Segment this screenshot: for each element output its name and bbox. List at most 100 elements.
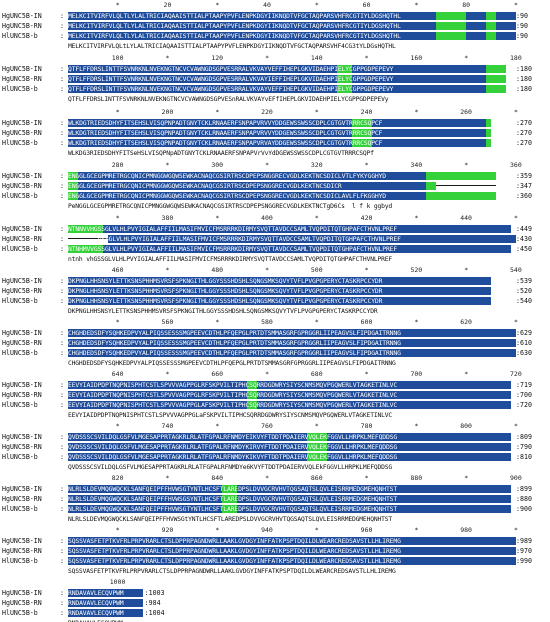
residues: SQSSVASFETPTKVFRLPRPVRARLCTSLDPPRPAGNDWR… xyxy=(68,537,401,545)
sequence-name: HgUNC5B-IN xyxy=(2,65,42,73)
variable-position-highlight xyxy=(232,495,238,503)
ruler-tick: * xyxy=(314,1,319,9)
identity-shading xyxy=(68,599,143,607)
residue-count: 539 xyxy=(520,277,532,285)
residues: EEVYIAIDPDPTNQPNISPHTCSTLSPVVVAGPPGLRFSK… xyxy=(68,391,398,399)
identity-shading xyxy=(68,129,492,137)
variable-position-highlight xyxy=(491,65,497,73)
variable-position-highlight xyxy=(456,32,462,40)
variable-position-highlight xyxy=(68,172,73,180)
variable-position-highlight xyxy=(496,75,502,83)
variable-position-highlight xyxy=(366,129,372,137)
variable-position-highlight xyxy=(446,172,452,180)
ruler-tick: * xyxy=(314,214,319,222)
variable-position-highlight xyxy=(486,85,492,93)
ruler-number: 700 xyxy=(410,370,423,378)
alignment-block: * 920 * 940 * 960 * 980 * HgUNC5B-IN: SQSSVASFETPT… xyxy=(0,526,550,578)
residue-count: 540 xyxy=(520,297,532,305)
residues: CHGHDEDSDFYSQHKEDPVYALPIQSSESSSMGPEEVCDT… xyxy=(68,329,401,337)
separator: : xyxy=(60,537,64,545)
variable-position-highlight xyxy=(227,505,233,513)
identity-shading xyxy=(68,65,507,73)
variable-position-highlight xyxy=(316,453,322,461)
residues: QTFLFFDRSLINTTFSVNRKNLNVEKNGTNCVCVAWNGDS… xyxy=(68,85,394,93)
separator: : xyxy=(60,391,64,399)
variable-position-highlight xyxy=(72,192,78,200)
separator: : xyxy=(516,557,520,565)
aligned-sequence: QTFLFFDRSLINTTFSVNRKNLNVEKNGTNCVCVAWNGDS… xyxy=(68,74,516,84)
ruler-number: 260 xyxy=(460,108,472,116)
consensus-line: DKPNGLHHSNSYLETTKSNSPHHMSVRSFSPKNGITHLGG… xyxy=(68,308,378,315)
ruler-number: 940 xyxy=(261,526,273,534)
separator: : xyxy=(60,609,64,617)
ruler-tick: * xyxy=(165,266,170,274)
consensus-line: MELKCITVIRFVLQLtLYLALTRICIAQAAISTTIALPTA… xyxy=(68,43,396,50)
alignment-block: 820 * 840 * 860 * 880 * 900 HgUNC5B-IN: NLRLSLDEVM… xyxy=(0,474,550,526)
variable-position-highlight xyxy=(361,119,367,127)
ruler-number: 120 xyxy=(211,54,224,62)
separator: : xyxy=(516,381,520,389)
aligned-sequence: RNDAVAVLECQVPWM xyxy=(68,598,516,608)
variable-position-highlight xyxy=(356,139,362,147)
ruler-tick: * xyxy=(115,422,120,430)
ruler-tick: * xyxy=(414,526,419,534)
consensus-line: EEVYIAIDPDPTNQPNISPHTCSTLSPVVVAGPPGLaFSK… xyxy=(68,412,393,419)
separator: : xyxy=(516,12,520,20)
variable-position-highlight xyxy=(491,32,497,40)
residues: MELKCITVIRFVLQLTLYLALTRICIAQAAISTTIALPTA… xyxy=(68,32,401,40)
aligned-sequence: NLRLSLDEVMQGWQCKLSANFQEIPFFHVWSGSYNTLHCS… xyxy=(68,494,516,504)
variable-position-highlight xyxy=(222,495,228,503)
variable-position-highlight xyxy=(461,172,467,180)
ruler-number: 620 xyxy=(460,318,472,326)
variable-position-highlight xyxy=(501,75,507,83)
ruler-tick: * xyxy=(414,108,419,116)
ruler-tick: * xyxy=(464,474,469,482)
ruler-number: 800 xyxy=(460,422,472,430)
residues: CHGHDEDSDFYSQHKEDPVYALPIQSSESSSMGPEEVCDT… xyxy=(68,339,401,347)
residue-count: 984 xyxy=(148,599,161,607)
variable-position-highlight xyxy=(336,65,342,73)
variable-position-highlight xyxy=(426,192,432,200)
aligned-sequence: EEVYIAIDPDPTNQPNISPHTCSTLSPVVVAGPPGLAFSK… xyxy=(68,400,516,410)
aligned-sequence: NLRLSLDEVMQGWQCKLSANFQEIPFFHVWSGTYNTLHCS… xyxy=(68,504,516,514)
variable-position-highlight xyxy=(227,485,233,493)
separator: : xyxy=(60,547,64,555)
aligned-sequence: CHGHDEDSDFYSQHKEDPVYALPIQSSESSSMGPEEVCDT… xyxy=(68,338,516,348)
variable-position-highlight xyxy=(446,32,452,40)
separator: : xyxy=(60,129,64,137)
residue-count: 1003 xyxy=(148,589,165,597)
ruler-number: 920 xyxy=(161,526,174,534)
variable-position-highlight xyxy=(466,192,472,200)
ruler-tick: * xyxy=(115,214,120,222)
residues: EEVYIAIDPDPTNQPNISPHTCSTLSPVVVAGPPGLRFSK… xyxy=(68,381,398,389)
separator: : xyxy=(60,22,64,30)
identity-shading xyxy=(68,297,492,305)
variable-position-highlight xyxy=(456,12,462,20)
aligned-sequence: SQSSVASFETPTKVFRLPRPVRARLCTSLDPPRPAGNDWR… xyxy=(68,556,516,566)
variable-position-highlight xyxy=(346,75,352,83)
ruler-number: 240 xyxy=(360,108,373,116)
variable-position-highlight xyxy=(431,172,437,180)
variable-position-highlight xyxy=(501,65,507,73)
ruler-tick: * xyxy=(464,370,469,378)
consensus-line: ntnh vhGSSGLVLHLPVYIGIALAFFIILMASIFMVICF… xyxy=(68,256,393,263)
separator: : xyxy=(60,453,64,461)
separator: : xyxy=(60,349,64,357)
separator: : xyxy=(60,485,64,493)
variable-position-highlight xyxy=(72,225,78,233)
identity-shading xyxy=(68,339,516,347)
identity-shading xyxy=(68,32,516,40)
aligned-sequence: MELKCITVIRFVLQLTLYLALTRICIAQAAISTTIALPTA… xyxy=(68,11,516,21)
variable-position-highlight xyxy=(491,172,497,180)
residue-count: 719 xyxy=(520,381,532,389)
separator: : xyxy=(516,485,520,493)
separator: : xyxy=(60,329,64,337)
variable-position-highlight xyxy=(68,225,73,233)
variable-position-highlight xyxy=(501,85,507,93)
ruler-number: 320 xyxy=(310,161,323,169)
ruler-number: 20 xyxy=(163,1,172,9)
identity-shading xyxy=(68,381,512,389)
identity-shading xyxy=(68,433,512,441)
aligned-sequence: QTFLFFDRSLINTTFSVNRKNLNVEKNGTNCVCVAWNGDS… xyxy=(68,84,516,94)
ruler-number: 60 xyxy=(362,1,371,9)
